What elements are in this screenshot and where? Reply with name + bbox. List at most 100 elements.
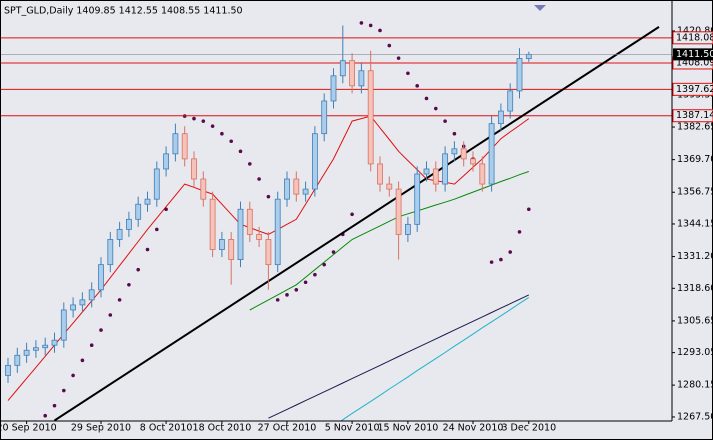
- y-tick-label: 1318.60: [677, 283, 713, 294]
- sar-dot: [248, 162, 252, 166]
- sar-dot: [266, 194, 271, 199]
- sar-dot: [396, 56, 401, 60]
- x-tick-label: 27 Oct 2010: [258, 423, 317, 434]
- sar-dot: [443, 119, 447, 123]
- y-tick-label: 1382.65: [677, 122, 713, 133]
- candle-body: [42, 344, 49, 349]
- sar-dot: [424, 96, 429, 101]
- candle-body: [423, 168, 430, 175]
- candle-body: [470, 158, 476, 165]
- sar-dot: [406, 71, 410, 76]
- sar-dot: [359, 21, 364, 25]
- y-tick-label: 1293.05: [677, 347, 713, 358]
- candle-body: [163, 153, 170, 170]
- sar-dot: [238, 149, 243, 154]
- candle-body: [284, 178, 290, 200]
- y-tick-label: 1344.15: [677, 218, 713, 229]
- y-tick-label: 1280.15: [677, 380, 713, 391]
- candle-body: [200, 178, 207, 200]
- sar-dot: [155, 227, 159, 232]
- candle-body: [479, 163, 486, 185]
- candle-body: [451, 148, 458, 155]
- candle-body: [274, 198, 281, 266]
- sar-dot: [527, 207, 531, 212]
- candle-body: [497, 110, 504, 125]
- sar-dot: [127, 282, 131, 287]
- sar-dot: [201, 119, 206, 123]
- candle-body: [256, 234, 263, 240]
- sar-dot: [145, 247, 150, 252]
- x-tick-label: 15 Nov 2010: [377, 423, 438, 434]
- x-tick-label: 24 Nov 2010: [443, 423, 504, 434]
- price-label-box: [672, 109, 713, 123]
- candle-body: [172, 133, 179, 155]
- sar-dot: [285, 293, 289, 297]
- candle-body: [33, 347, 39, 351]
- sar-dot: [415, 84, 420, 88]
- price-label-box: [672, 82, 713, 96]
- sar-dot: [43, 413, 47, 418]
- sar-dot: [294, 288, 299, 292]
- y-tick-label: 1331.20: [677, 251, 713, 262]
- indicator-line: [339, 296, 530, 421]
- candle-body: [339, 60, 346, 77]
- candle-body: [488, 123, 495, 185]
- candle-body: [98, 264, 104, 291]
- plot-area: [0, 21, 672, 421]
- y-tick-label: 1267.50: [677, 411, 713, 422]
- price-label: 1408.09: [676, 57, 713, 68]
- candle-body: [311, 133, 318, 190]
- candle-body: [116, 228, 123, 240]
- candle-body: [516, 58, 523, 92]
- last-price-label: 1411.50: [676, 49, 713, 60]
- sar-dot: [489, 260, 494, 264]
- sar-dot: [52, 403, 57, 408]
- sar-dot: [313, 272, 317, 277]
- candle-body: [367, 70, 374, 165]
- x-tick-label: 20 Sep 2010: [0, 423, 57, 434]
- sar-dot: [62, 388, 66, 393]
- candle-body: [153, 168, 160, 200]
- candle-body: [432, 168, 439, 185]
- shift-marker: [534, 5, 546, 11]
- candle-body: [442, 153, 449, 185]
- price-label-box: [672, 31, 713, 45]
- sar-dot: [508, 250, 512, 254]
- candle-body: [14, 354, 21, 366]
- x-tick-label: 8 Oct 2010: [140, 423, 193, 434]
- x-tick-label: 18 Oct 2010: [193, 423, 252, 434]
- candle-body: [209, 198, 216, 250]
- sar-dot: [220, 131, 224, 136]
- sar-dot: [303, 280, 308, 285]
- price-label: 1387.14: [676, 110, 713, 121]
- sar-dot: [136, 267, 140, 272]
- sar-dot: [434, 106, 438, 111]
- sar-dot: [99, 328, 103, 332]
- sar-dot: [108, 313, 113, 317]
- candle-body: [330, 75, 337, 102]
- candle-body: [386, 183, 393, 190]
- y-tick-label: 1369.70: [677, 154, 713, 165]
- candle-body: [107, 239, 114, 266]
- candle-body: [237, 208, 244, 260]
- candle-body: [358, 70, 365, 87]
- candle-body: [218, 239, 225, 250]
- candle-body: [88, 289, 95, 301]
- candle-body: [51, 339, 58, 346]
- sar-dot: [368, 23, 373, 28]
- y-tick-label: 1356.75: [677, 187, 713, 198]
- y-tick-label: 1420.80: [677, 25, 713, 36]
- sar-dot: [452, 131, 457, 136]
- price-label: 1418.08: [676, 32, 713, 43]
- candle-body: [5, 364, 11, 376]
- candle-body: [302, 188, 309, 195]
- sar-dot: [164, 207, 168, 212]
- sar-dot: [378, 28, 382, 33]
- candle-body: [246, 208, 253, 235]
- candle-body: [228, 239, 235, 260]
- sar-dot: [210, 124, 215, 128]
- candle-body: [70, 304, 76, 311]
- candle-body: [404, 223, 411, 235]
- sar-dot: [350, 212, 354, 217]
